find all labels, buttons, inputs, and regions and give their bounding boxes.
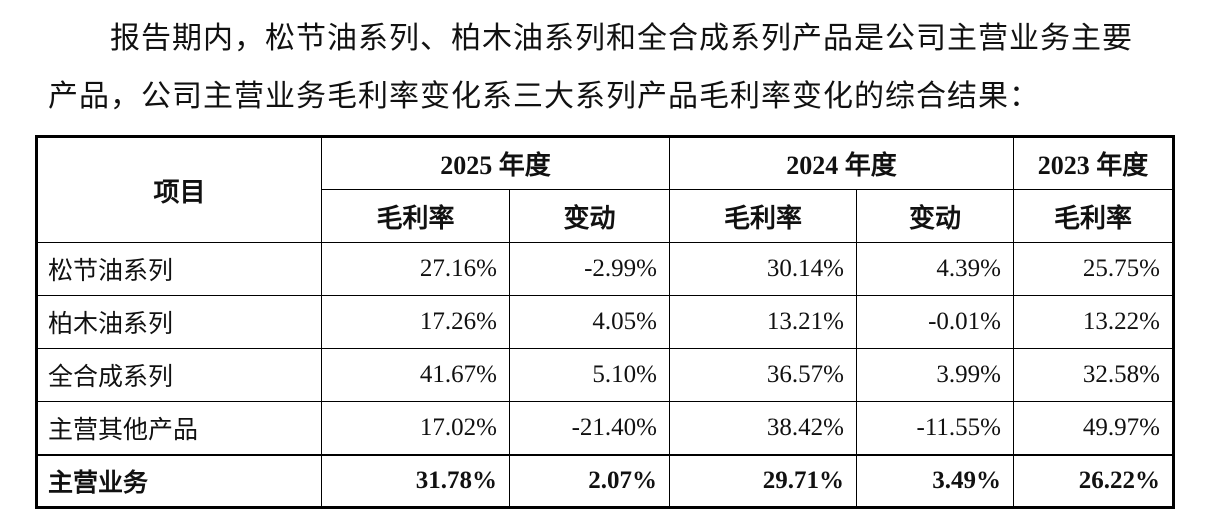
header-year: 2024 年度 bbox=[669, 136, 1014, 190]
row-label: 全合成系列 bbox=[36, 348, 322, 402]
cell: -2.99% bbox=[509, 242, 670, 296]
table-body: 松节油系列 27.16% -2.99% 30.14% 4.39% 25.75% 柏木油系列 1… bbox=[36, 242, 1174, 508]
table-row: 主营业务 31.78% 2.07% 29.71% 3.49% 26.22% bbox=[36, 453, 1174, 508]
cell: 32.58% bbox=[1013, 348, 1174, 402]
header-item: 项目 bbox=[36, 136, 322, 243]
cell: 2.07% bbox=[509, 453, 670, 508]
subheader: 变动 bbox=[509, 189, 670, 243]
subheader: 变动 bbox=[856, 189, 1014, 243]
cell: 25.75% bbox=[1013, 242, 1174, 296]
table-row: 主营其他产品 17.02% -21.40% 38.42% -11.55% 49.97% bbox=[36, 401, 1174, 455]
row-label: 主营业务 bbox=[36, 453, 322, 508]
cell: 36.57% bbox=[669, 348, 857, 402]
cell: 13.21% bbox=[669, 295, 857, 349]
subheader: 毛利率 bbox=[669, 189, 857, 243]
cell: 49.97% bbox=[1013, 401, 1174, 455]
cell: 26.22% bbox=[1013, 453, 1174, 508]
cell: 17.02% bbox=[321, 401, 510, 455]
row-label: 柏木油系列 bbox=[36, 295, 322, 349]
cell: 31.78% bbox=[321, 453, 510, 508]
cell: 13.22% bbox=[1013, 295, 1174, 349]
table-row: 全合成系列 41.67% 5.10% 36.57% 3.99% 32.58% bbox=[36, 348, 1174, 402]
cell: 17.26% bbox=[321, 295, 510, 349]
header-year: 2025 年度 bbox=[321, 136, 670, 190]
paragraph-line: 产品，公司主营业务毛利率变化系三大系列产品毛利率变化的综合结果： bbox=[48, 80, 1040, 113]
header-year: 2023 年度 bbox=[1013, 136, 1174, 190]
cell: -11.55% bbox=[856, 401, 1014, 455]
row-label: 松节油系列 bbox=[36, 242, 322, 296]
cell: 5.10% bbox=[509, 348, 670, 402]
paragraph: 报告期内，松节油系列、柏木油系列和全合成系列产品是公司主营业务主要 产品，公司主… bbox=[0, 10, 1206, 126]
cell: 4.39% bbox=[856, 242, 1014, 296]
cell: 29.71% bbox=[669, 453, 857, 508]
subheader: 毛利率 bbox=[1013, 189, 1174, 243]
subheader: 毛利率 bbox=[321, 189, 510, 243]
paragraph-line: 报告期内，松节油系列、柏木油系列和全合成系列产品是公司主营业务主要 bbox=[110, 22, 1133, 55]
cell: 4.05% bbox=[509, 295, 670, 349]
table-row: 松节油系列 27.16% -2.99% 30.14% 4.39% 25.75% bbox=[36, 242, 1174, 296]
margin-table: 项目 2025 年度 2024 年度 2023 年度 毛利率 变动 毛利率 变动 毛利率… bbox=[35, 135, 1175, 509]
cell: -21.40% bbox=[509, 401, 670, 455]
cell: 27.16% bbox=[321, 242, 510, 296]
row-label: 主营其他产品 bbox=[36, 401, 322, 455]
cell: 38.42% bbox=[669, 401, 857, 455]
table-row: 柏木油系列 17.26% 4.05% 13.21% -0.01% 13.22% bbox=[36, 295, 1174, 349]
cell: 30.14% bbox=[669, 242, 857, 296]
cell: 41.67% bbox=[321, 348, 510, 402]
cell: 3.99% bbox=[856, 348, 1014, 402]
cell: -0.01% bbox=[856, 295, 1014, 349]
cell: 3.49% bbox=[856, 453, 1014, 508]
